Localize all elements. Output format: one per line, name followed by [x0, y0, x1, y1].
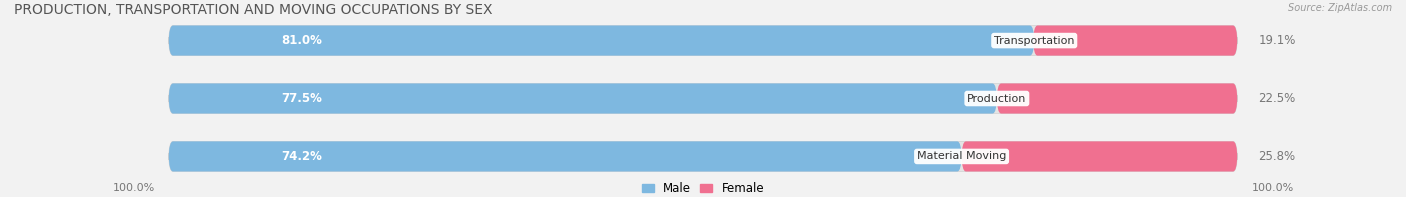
- Text: 19.1%: 19.1%: [1258, 34, 1296, 47]
- Text: 77.5%: 77.5%: [281, 92, 322, 105]
- Text: Production: Production: [967, 94, 1026, 103]
- Text: 81.0%: 81.0%: [281, 34, 322, 47]
- FancyBboxPatch shape: [962, 141, 1237, 172]
- Text: 100.0%: 100.0%: [1251, 183, 1294, 193]
- FancyBboxPatch shape: [169, 25, 1035, 56]
- Legend: Male, Female: Male, Female: [641, 182, 765, 195]
- Text: PRODUCTION, TRANSPORTATION AND MOVING OCCUPATIONS BY SEX: PRODUCTION, TRANSPORTATION AND MOVING OC…: [14, 3, 492, 17]
- FancyBboxPatch shape: [169, 84, 1237, 113]
- Text: 74.2%: 74.2%: [281, 150, 322, 163]
- Text: Transportation: Transportation: [994, 36, 1074, 46]
- Text: 25.8%: 25.8%: [1258, 150, 1295, 163]
- Text: 100.0%: 100.0%: [112, 183, 155, 193]
- Text: 22.5%: 22.5%: [1258, 92, 1295, 105]
- FancyBboxPatch shape: [169, 25, 1237, 56]
- Text: Material Moving: Material Moving: [917, 151, 1007, 161]
- FancyBboxPatch shape: [169, 84, 997, 113]
- FancyBboxPatch shape: [997, 84, 1237, 113]
- FancyBboxPatch shape: [1033, 25, 1237, 56]
- FancyBboxPatch shape: [169, 141, 962, 172]
- Text: Source: ZipAtlas.com: Source: ZipAtlas.com: [1288, 3, 1392, 13]
- FancyBboxPatch shape: [169, 141, 1237, 172]
